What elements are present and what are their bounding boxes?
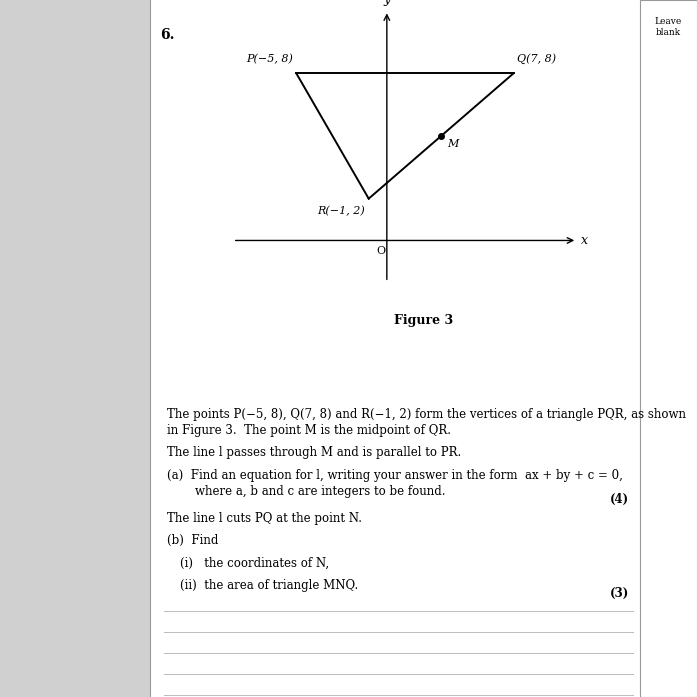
Text: Q(7, 8): Q(7, 8) [517,54,556,64]
Text: P(−5, 8): P(−5, 8) [246,54,293,64]
Text: (a)  Find an equation for l, writing your answer in the form  ax + by + c = 0,: (a) Find an equation for l, writing your… [167,468,623,482]
Text: in Figure 3.  The point M is the midpoint of QR.: in Figure 3. The point M is the midpoint… [167,424,451,437]
Text: y: y [383,0,390,6]
Text: (3): (3) [610,588,629,600]
Bar [640,0,697,697]
Text: (ii)  the area of triangle MNQ.: (ii) the area of triangle MNQ. [180,579,358,592]
Text: (4): (4) [611,493,629,506]
Text: The points P(−5, 8), Q(7, 8) and R(−1, 2) form the vertices of a triangle PQR, a: The points P(−5, 8), Q(7, 8) and R(−1, 2… [167,408,687,421]
Bar [150,0,640,697]
Text: where a, b and c are integers to be found.: where a, b and c are integers to be foun… [195,484,445,498]
Text: x: x [581,234,588,247]
Text: R(−1, 2): R(−1, 2) [317,206,365,216]
Text: (i)   the coordinates of N,: (i) the coordinates of N, [180,557,329,570]
Text: O: O [377,246,386,256]
Text: Leave
blank: Leave blank [654,17,682,37]
Text: The line l cuts PQ at the point N.: The line l cuts PQ at the point N. [167,512,362,525]
Text: Figure 3: Figure 3 [394,314,452,327]
Text: M: M [447,139,458,149]
Text: The line l passes through M and is parallel to PR.: The line l passes through M and is paral… [167,446,461,459]
Text: 6.: 6. [160,28,175,42]
Text: (b)  Find: (b) Find [167,535,219,547]
